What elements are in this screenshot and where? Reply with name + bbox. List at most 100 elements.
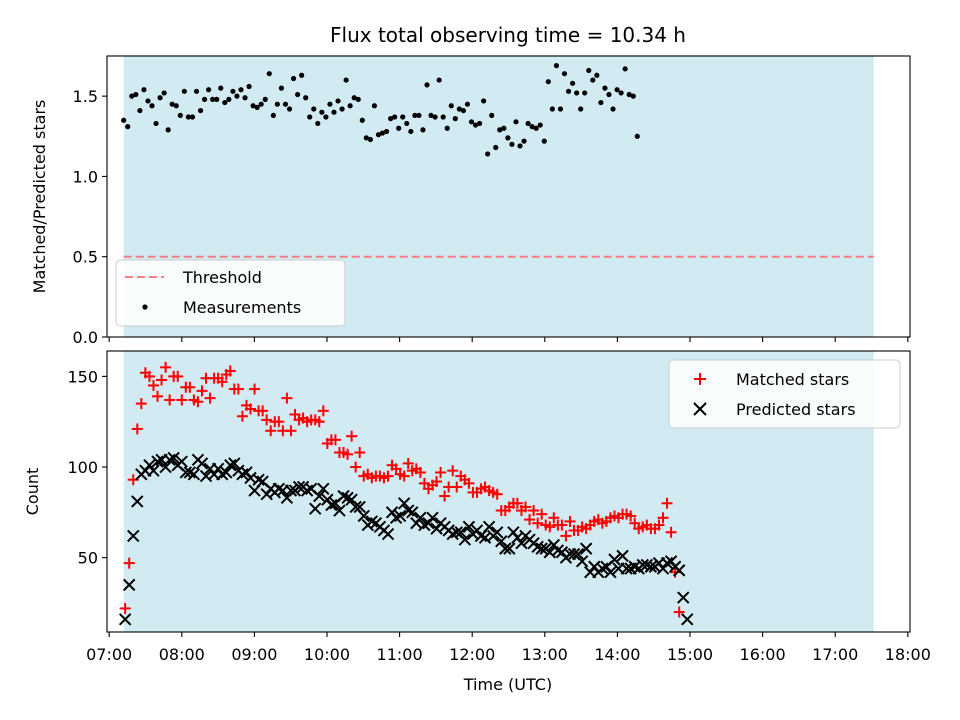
matched-star-point bbox=[564, 515, 576, 527]
predicted-star-point bbox=[309, 502, 322, 515]
predicted-star-point bbox=[482, 520, 496, 534]
measurement-point bbox=[161, 90, 167, 96]
measurement-point bbox=[416, 112, 422, 119]
matched-star-point bbox=[143, 370, 155, 382]
matched-star-point bbox=[245, 403, 257, 415]
measurement-point bbox=[594, 72, 600, 78]
measurement-points bbox=[121, 63, 640, 157]
measurement-point bbox=[505, 135, 511, 141]
measurement-point bbox=[598, 99, 604, 106]
matched-star-point bbox=[669, 566, 681, 578]
predicted-star-point bbox=[122, 578, 136, 592]
measurement-point bbox=[343, 77, 349, 83]
measurements-legend-label: Measurements bbox=[183, 298, 301, 317]
measurement-point bbox=[141, 87, 147, 93]
matched-star-point bbox=[216, 376, 228, 388]
measurement-point bbox=[210, 96, 216, 102]
predicted-star-point bbox=[228, 457, 241, 470]
measurement-point bbox=[610, 106, 616, 112]
measurement-point bbox=[634, 133, 640, 139]
measurement-point bbox=[630, 93, 636, 99]
bottom-panel: 50 100 150 07:00 08:00 09:00 10:00 11:00 12:00 1… bbox=[23, 350, 931, 694]
predicted-star-point bbox=[365, 515, 379, 528]
predicted-star-point bbox=[313, 489, 326, 503]
predicted-star-point bbox=[604, 565, 617, 579]
matched-star-point bbox=[431, 476, 443, 488]
measurement-point bbox=[404, 120, 410, 127]
measurement-point bbox=[424, 82, 430, 88]
predicted-star-point bbox=[503, 542, 516, 555]
predicted-star-point bbox=[575, 555, 589, 568]
predicted-star-point bbox=[406, 506, 419, 519]
matched-star-point bbox=[184, 381, 196, 393]
predicted-star-point bbox=[571, 547, 585, 561]
predicted-star-point bbox=[224, 459, 237, 472]
top-y-ticks: 0.0 0.5 1.0 1.5 bbox=[73, 87, 107, 347]
matched-star-point bbox=[520, 501, 532, 513]
measurement-point bbox=[602, 85, 608, 91]
matched-star-point bbox=[249, 383, 261, 395]
measurement-point bbox=[561, 71, 568, 77]
matched-star-point bbox=[532, 517, 544, 529]
matched-star-point bbox=[196, 385, 208, 397]
measurement-point bbox=[315, 120, 321, 127]
predicted-star-point bbox=[167, 451, 180, 465]
predicted-star-point bbox=[195, 457, 209, 470]
measurement-point bbox=[392, 114, 398, 120]
matched-star-point bbox=[661, 497, 673, 509]
predicted-star-point bbox=[672, 564, 686, 577]
matched-star-point bbox=[135, 398, 147, 410]
measurement-point bbox=[363, 135, 369, 141]
predicted-star-point bbox=[183, 466, 197, 479]
matched-star-point bbox=[232, 383, 244, 395]
measurement-point bbox=[327, 101, 333, 107]
predicted-star-point bbox=[300, 484, 314, 497]
measurement-point bbox=[400, 114, 406, 120]
bottom-y-tick-label: 100 bbox=[67, 458, 98, 477]
matched-star-point bbox=[131, 423, 143, 435]
measurement-point bbox=[157, 95, 163, 101]
predicted-star-point bbox=[681, 613, 694, 626]
matched-star-point bbox=[273, 416, 285, 428]
matched-star-point bbox=[439, 490, 451, 502]
matched-star-point bbox=[176, 394, 188, 406]
matched-star-point bbox=[123, 557, 135, 569]
measurement-point bbox=[468, 119, 475, 125]
measurement-point bbox=[254, 104, 260, 110]
x-axis-label: Time (UTC) bbox=[463, 675, 552, 694]
measurement-point bbox=[258, 101, 264, 107]
matched-star-point bbox=[625, 510, 637, 522]
predicted-star-point bbox=[414, 511, 427, 524]
measurement-point bbox=[193, 88, 200, 94]
measurement-point bbox=[574, 90, 580, 96]
matched-star-point bbox=[491, 488, 503, 500]
chart-title: Flux total observing time = 10.34 h bbox=[330, 23, 686, 47]
measurement-point bbox=[347, 103, 353, 109]
matched-star-point bbox=[657, 512, 669, 524]
measurement-point bbox=[541, 138, 547, 144]
matched-star-point bbox=[556, 519, 568, 531]
measurement-point bbox=[436, 77, 442, 83]
predicted-star-point bbox=[660, 556, 674, 570]
matched-star-point bbox=[313, 416, 325, 428]
matched-star-point bbox=[402, 457, 414, 469]
predicted-star-point bbox=[381, 527, 395, 541]
predicted-star-point bbox=[616, 549, 629, 563]
measurements-legend-marker bbox=[142, 304, 148, 310]
count-points bbox=[118, 361, 694, 626]
measurement-point bbox=[440, 114, 446, 120]
measurement-point bbox=[303, 95, 309, 101]
predicted-star-point bbox=[393, 509, 407, 523]
measurement-point bbox=[553, 63, 560, 69]
measurement-point bbox=[432, 114, 438, 120]
x-tick-label: 07:00 bbox=[86, 645, 132, 664]
top-y-tick-label: 1.0 bbox=[73, 167, 98, 186]
top-legend: Threshold Measurements bbox=[115, 259, 346, 327]
measurement-point bbox=[533, 125, 539, 131]
x-tick-label: 16:00 bbox=[740, 645, 786, 664]
matched-star-point bbox=[665, 526, 677, 538]
predicted-star-point bbox=[462, 520, 476, 534]
measurement-point bbox=[618, 90, 624, 96]
predicted-star-point bbox=[677, 591, 690, 604]
